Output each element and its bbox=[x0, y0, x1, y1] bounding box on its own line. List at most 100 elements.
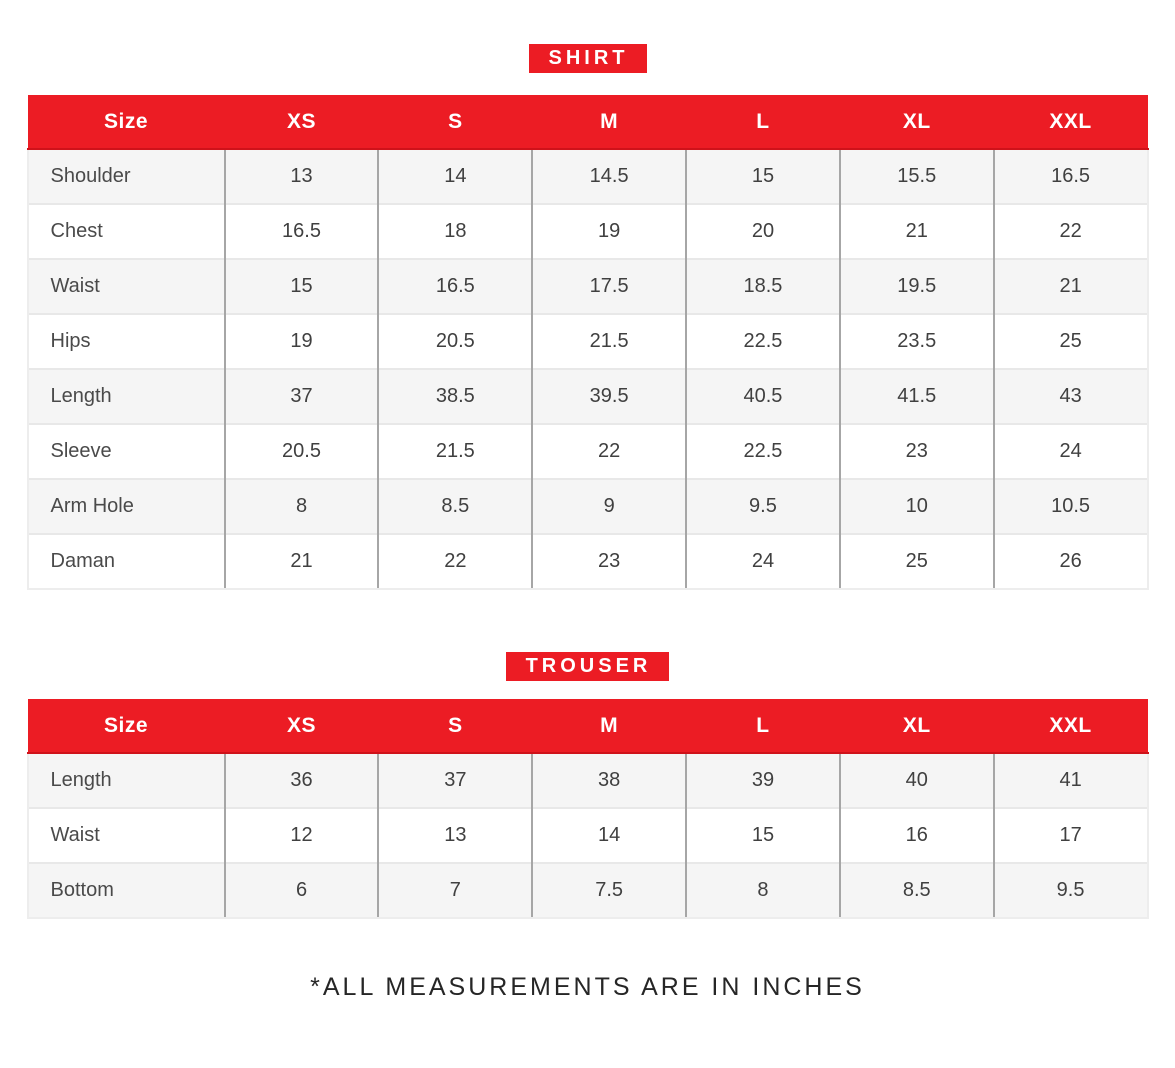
size-value-cell: 25 bbox=[992, 313, 1149, 369]
shirt-size-table: Size XS S M L XL XXL Shoulder 13 14 14.5 15 15.5 16.5… bbox=[26, 95, 1149, 590]
size-value-cell: 39 bbox=[685, 753, 840, 808]
size-value-cell: 21 bbox=[992, 258, 1149, 314]
size-value-cell: 24 bbox=[685, 533, 840, 590]
size-value-cell: 17 bbox=[992, 807, 1149, 863]
size-value-cell: 41 bbox=[992, 753, 1149, 808]
row-label: Waist bbox=[26, 258, 225, 314]
size-value-cell: 21 bbox=[223, 533, 379, 590]
size-header-xl: XL bbox=[839, 699, 994, 754]
size-value-cell: 22.5 bbox=[685, 313, 840, 369]
size-value-cell: 19 bbox=[531, 203, 687, 259]
size-value-cell: 18.5 bbox=[685, 258, 840, 314]
header-row: Size XS S M L XL XXL bbox=[27, 699, 1148, 754]
table-row: Arm Hole 8 8.5 9 9.5 10 10.5 bbox=[26, 478, 1149, 534]
size-value-cell: 26 bbox=[992, 533, 1149, 590]
table-row: Hips 19 20.5 21.5 22.5 23.5 25 bbox=[26, 313, 1149, 369]
trouser-size-table: Size XS S M L XL XXL Length 36 37 38 39 40 41 Waist 12 1… bbox=[26, 699, 1149, 919]
row-label: Arm Hole bbox=[26, 478, 225, 534]
size-value-cell: 21.5 bbox=[377, 423, 533, 479]
size-value-cell: 20 bbox=[685, 203, 840, 259]
size-value-cell: 10.5 bbox=[992, 478, 1149, 534]
row-label: Waist bbox=[26, 807, 225, 863]
size-value-cell: 16 bbox=[838, 807, 994, 863]
row-label: Sleeve bbox=[26, 423, 225, 479]
size-value-cell: 20.5 bbox=[223, 423, 379, 479]
size-value-cell: 8.5 bbox=[377, 478, 533, 534]
size-value-cell: 36 bbox=[223, 753, 379, 808]
size-value-cell: 16.5 bbox=[992, 149, 1149, 204]
size-value-cell: 14 bbox=[531, 807, 687, 863]
size-value-cell: 13 bbox=[377, 807, 533, 863]
size-value-cell: 10 bbox=[838, 478, 994, 534]
measurements-note: *ALL MEASUREMENTS ARE IN INCHES bbox=[310, 973, 865, 1001]
size-value-cell: 39.5 bbox=[531, 368, 687, 424]
row-label: Length bbox=[26, 753, 225, 808]
size-value-cell: 23.5 bbox=[838, 313, 994, 369]
size-value-cell: 22.5 bbox=[685, 423, 840, 479]
size-value-cell: 15 bbox=[223, 258, 379, 314]
size-header-xs: XS bbox=[224, 95, 379, 150]
size-column-header: Size bbox=[27, 699, 225, 754]
size-value-cell: 8 bbox=[223, 478, 379, 534]
size-value-cell: 43 bbox=[992, 368, 1149, 424]
size-value-cell: 7 bbox=[377, 862, 533, 919]
size-value-cell: 16.5 bbox=[377, 258, 533, 314]
size-value-cell: 16.5 bbox=[223, 203, 379, 259]
size-value-cell: 6 bbox=[223, 862, 379, 919]
row-label: Daman bbox=[26, 533, 225, 590]
size-value-cell: 21.5 bbox=[531, 313, 687, 369]
size-value-cell: 25 bbox=[838, 533, 994, 590]
size-value-cell: 41.5 bbox=[838, 368, 994, 424]
trouser-section: TROUSER Size XS S M L XL XXL Length 36 37 38 39 40 41… bbox=[0, 652, 1175, 919]
size-column-header: Size bbox=[27, 95, 225, 150]
trouser-badge-wrap: TROUSER bbox=[0, 652, 1175, 681]
size-value-cell: 21 bbox=[838, 203, 994, 259]
shirt-badge: SHIRT bbox=[528, 44, 647, 73]
size-value-cell: 8 bbox=[685, 862, 840, 919]
size-value-cell: 9.5 bbox=[992, 862, 1149, 919]
size-value-cell: 15.5 bbox=[838, 149, 994, 204]
size-value-cell: 15 bbox=[685, 149, 840, 204]
size-value-cell: 12 bbox=[223, 807, 379, 863]
table-row: Daman 21 22 23 24 25 26 bbox=[26, 533, 1149, 590]
table-row: Waist 12 13 14 15 16 17 bbox=[26, 807, 1149, 863]
table-row: Waist 15 16.5 17.5 18.5 19.5 21 bbox=[26, 258, 1149, 314]
size-header-l: L bbox=[686, 95, 840, 150]
size-header-s: S bbox=[378, 699, 533, 754]
size-header-m: M bbox=[532, 95, 687, 150]
table-row: Length 36 37 38 39 40 41 bbox=[26, 753, 1149, 808]
size-value-cell: 9 bbox=[531, 478, 687, 534]
size-header-l: L bbox=[686, 699, 840, 754]
row-label: Chest bbox=[26, 203, 225, 259]
size-value-cell: 22 bbox=[377, 533, 533, 590]
size-value-cell: 37 bbox=[223, 368, 379, 424]
size-value-cell: 24 bbox=[992, 423, 1149, 479]
size-value-cell: 19 bbox=[223, 313, 379, 369]
size-value-cell: 22 bbox=[992, 203, 1149, 259]
size-value-cell: 40 bbox=[838, 753, 994, 808]
trouser-badge: TROUSER bbox=[505, 652, 670, 681]
size-value-cell: 7.5 bbox=[531, 862, 687, 919]
size-value-cell: 8.5 bbox=[838, 862, 994, 919]
size-value-cell: 14 bbox=[377, 149, 533, 204]
size-value-cell: 20.5 bbox=[377, 313, 533, 369]
size-value-cell: 37 bbox=[377, 753, 533, 808]
shirt-badge-wrap: SHIRT bbox=[0, 44, 1175, 73]
size-value-cell: 17.5 bbox=[531, 258, 687, 314]
size-header-xl: XL bbox=[839, 95, 994, 150]
size-value-cell: 38 bbox=[531, 753, 687, 808]
size-value-cell: 14.5 bbox=[531, 149, 687, 204]
table-row: Chest 16.5 18 19 20 21 22 bbox=[26, 203, 1149, 259]
size-value-cell: 9.5 bbox=[685, 478, 840, 534]
table-row: Length 37 38.5 39.5 40.5 41.5 43 bbox=[26, 368, 1149, 424]
size-value-cell: 23 bbox=[838, 423, 994, 479]
header-row: Size XS S M L XL XXL bbox=[27, 95, 1148, 150]
row-label: Length bbox=[26, 368, 225, 424]
row-label: Hips bbox=[26, 313, 225, 369]
size-value-cell: 13 bbox=[223, 149, 379, 204]
size-value-cell: 15 bbox=[685, 807, 840, 863]
size-header-m: M bbox=[532, 699, 687, 754]
table-row: Shoulder 13 14 14.5 15 15.5 16.5 bbox=[26, 149, 1149, 204]
size-value-cell: 38.5 bbox=[377, 368, 533, 424]
